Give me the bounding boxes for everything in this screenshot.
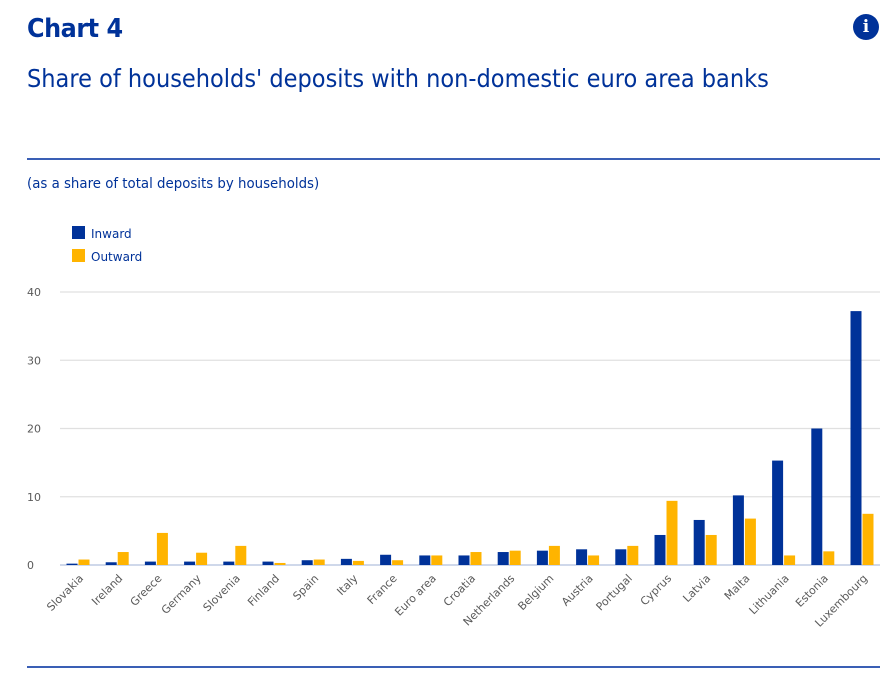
chart-title: Share of households' deposits with non-d… <box>27 64 769 93</box>
y-axis-ticks: 0 10 20 30 40 <box>27 286 41 572</box>
x-tick-label: Slovenia <box>201 572 243 614</box>
bar-inward <box>301 560 313 565</box>
bar-outward <box>117 552 129 565</box>
x-tick-label: Austria <box>559 572 596 609</box>
bar-inward <box>144 561 156 565</box>
x-tick-label: Ireland <box>89 572 125 608</box>
bar-inward <box>105 562 117 565</box>
bar-outward <box>196 552 208 565</box>
x-tick-label: Germany <box>159 572 204 617</box>
bar-inward <box>340 558 352 565</box>
x-tick-label: Spain <box>290 572 321 603</box>
bar-inward <box>693 519 705 565</box>
bar-outward <box>392 560 404 565</box>
legend-swatch-inward <box>72 226 85 239</box>
bar-outward <box>470 552 482 565</box>
x-tick-label: Italy <box>334 572 360 598</box>
title-divider <box>27 158 880 160</box>
bar-inward <box>184 561 196 565</box>
x-tick-label: France <box>365 572 400 607</box>
y-tick-label: 40 <box>27 286 41 299</box>
x-tick-label: Cyprus <box>638 572 675 609</box>
bar-inward <box>615 549 627 565</box>
chart-subtitle: (as a share of total deposits by househo… <box>27 176 320 192</box>
legend: Inward Outward <box>72 226 142 264</box>
bar-inward <box>772 460 784 565</box>
bar-inward <box>576 549 588 565</box>
bar-outward <box>705 534 717 565</box>
bar-inward <box>497 552 509 565</box>
chart-number: Chart 4 <box>27 14 123 44</box>
bar-outward <box>784 555 796 565</box>
bar-outward <box>744 518 756 565</box>
info-icon[interactable]: i <box>853 14 879 40</box>
info-icon-glyph: i <box>862 17 870 37</box>
bars <box>66 311 874 565</box>
bar-outward <box>274 562 286 565</box>
bar-outward <box>548 545 560 565</box>
bar-outward <box>313 559 325 565</box>
x-tick-label: Lithuania <box>746 572 791 617</box>
bar-inward <box>419 555 431 565</box>
bar-chart: Inward Outward 0 10 20 30 40 Slovakia Ireland… <box>27 226 880 630</box>
x-tick-label: Malta <box>722 572 753 603</box>
bar-inward <box>262 561 274 565</box>
bar-outward <box>862 513 874 565</box>
bar-inward <box>223 561 235 565</box>
legend-label-inward: Inward <box>91 227 132 241</box>
bar-inward <box>458 555 470 565</box>
bottom-divider <box>27 666 880 668</box>
x-tick-label: Estonia <box>793 572 831 610</box>
bar-inward <box>811 428 823 565</box>
bar-outward <box>235 545 247 565</box>
bar-outward <box>666 500 678 565</box>
bar-inward <box>536 550 548 565</box>
legend-label-outward: Outward <box>91 250 142 264</box>
y-tick-label: 10 <box>27 491 41 504</box>
bar-outward <box>588 555 600 565</box>
bar-inward <box>850 311 862 565</box>
x-tick-label: Portugal <box>594 572 635 613</box>
bar-outward <box>823 551 835 565</box>
legend-swatch-outward <box>72 249 85 262</box>
bar-inward <box>380 554 392 565</box>
x-tick-label: Croatia <box>441 572 478 609</box>
x-tick-label: Slovakia <box>44 572 86 614</box>
x-tick-label: Belgium <box>515 572 556 613</box>
x-tick-label: Finland <box>245 572 282 609</box>
x-tick-label: Greece <box>128 572 165 609</box>
y-tick-label: 30 <box>27 354 41 367</box>
bar-outward <box>352 560 364 565</box>
bar-outward <box>509 550 521 565</box>
bar-outward <box>627 545 639 565</box>
bar-inward <box>654 534 666 565</box>
y-tick-label: 20 <box>27 423 41 436</box>
bar-outward <box>156 532 168 565</box>
x-tick-label: Latvia <box>680 572 713 605</box>
bar-inward <box>732 495 744 565</box>
y-tick-label: 0 <box>27 559 34 572</box>
bar-outward <box>431 555 443 565</box>
gridlines <box>60 291 880 566</box>
bar-outward <box>78 559 90 565</box>
x-tick-label: Euro area <box>392 572 439 619</box>
bar-inward <box>66 563 78 565</box>
